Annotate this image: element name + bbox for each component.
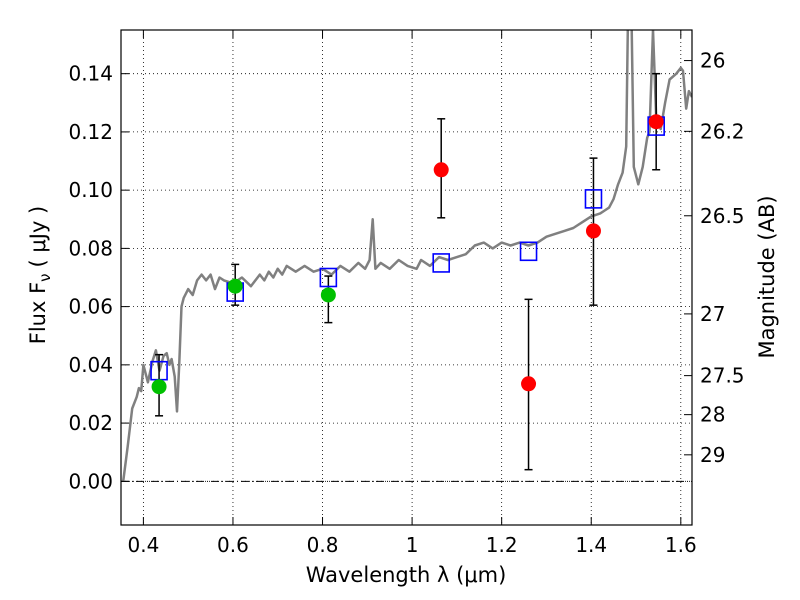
y-tick-label: 0.14 <box>68 62 113 86</box>
y-tick-label: 0.00 <box>68 469 113 493</box>
observed-point-layer <box>151 114 664 395</box>
y-axis-label-subscript: ν <box>36 273 54 281</box>
x-tick-label: 1.2 <box>486 533 518 557</box>
right-tick-label: 27 <box>700 302 725 326</box>
y-tick-label: 0.08 <box>68 236 113 260</box>
red-data-point <box>521 376 537 392</box>
model-point <box>319 267 338 288</box>
tick-marks <box>121 30 692 525</box>
grid <box>121 30 692 525</box>
y-tick-label: 0.02 <box>68 411 113 435</box>
right-tick-label: 26.2 <box>700 119 745 143</box>
red-data-point <box>433 162 449 178</box>
right-tick-label: 27.5 <box>700 364 745 388</box>
model-point <box>432 253 451 273</box>
x-tick-label: 1.6 <box>665 533 697 557</box>
right-tick-label: 29 <box>700 443 725 467</box>
y-tick-label: 0.10 <box>68 178 113 202</box>
spectrum-layer <box>121 30 692 482</box>
green-data-point <box>151 379 167 395</box>
model-point <box>519 241 538 262</box>
y-axis-label-unit: ( μJy ) <box>26 206 50 268</box>
right-axis-label: Magnitude (AB) <box>755 195 779 358</box>
x-tick-label: 1 <box>406 533 419 557</box>
green-data-point <box>320 287 336 303</box>
plot-frame <box>120 29 693 526</box>
spectrum-line <box>121 30 692 482</box>
x-axis-label: Wavelength λ (μm) <box>306 563 507 587</box>
x-tick-labels: 0.4 0.6 0.8 1 1.2 1.4 1.6 <box>127 533 696 557</box>
x-tick-label: 0.8 <box>307 533 339 557</box>
y-tick-labels: 0.00 0.02 0.04 0.06 0.08 0.10 0.12 0.14 <box>68 62 113 494</box>
y-tick-label: 0.06 <box>68 295 113 319</box>
y-axis-label-main: Flux F <box>26 282 50 344</box>
right-tick-labels: 26 26.2 26.5 27 27.5 28 29 <box>700 49 745 467</box>
green-data-point <box>227 278 243 294</box>
red-data-point <box>585 223 601 239</box>
x-tick-label: 0.6 <box>217 533 249 557</box>
model-point <box>584 189 603 209</box>
y-axis-label: Flux Fν ( μJy ) <box>26 206 54 345</box>
y-tick-label: 0.04 <box>68 353 113 377</box>
red-data-point <box>648 114 664 130</box>
right-tick-label: 28 <box>700 403 725 427</box>
right-tick-label: 26.5 <box>700 204 745 228</box>
right-tick-label: 26 <box>700 49 725 73</box>
x-tick-label: 0.4 <box>127 533 159 557</box>
y-tick-label: 0.12 <box>68 120 113 144</box>
x-tick-label: 1.4 <box>575 533 607 557</box>
